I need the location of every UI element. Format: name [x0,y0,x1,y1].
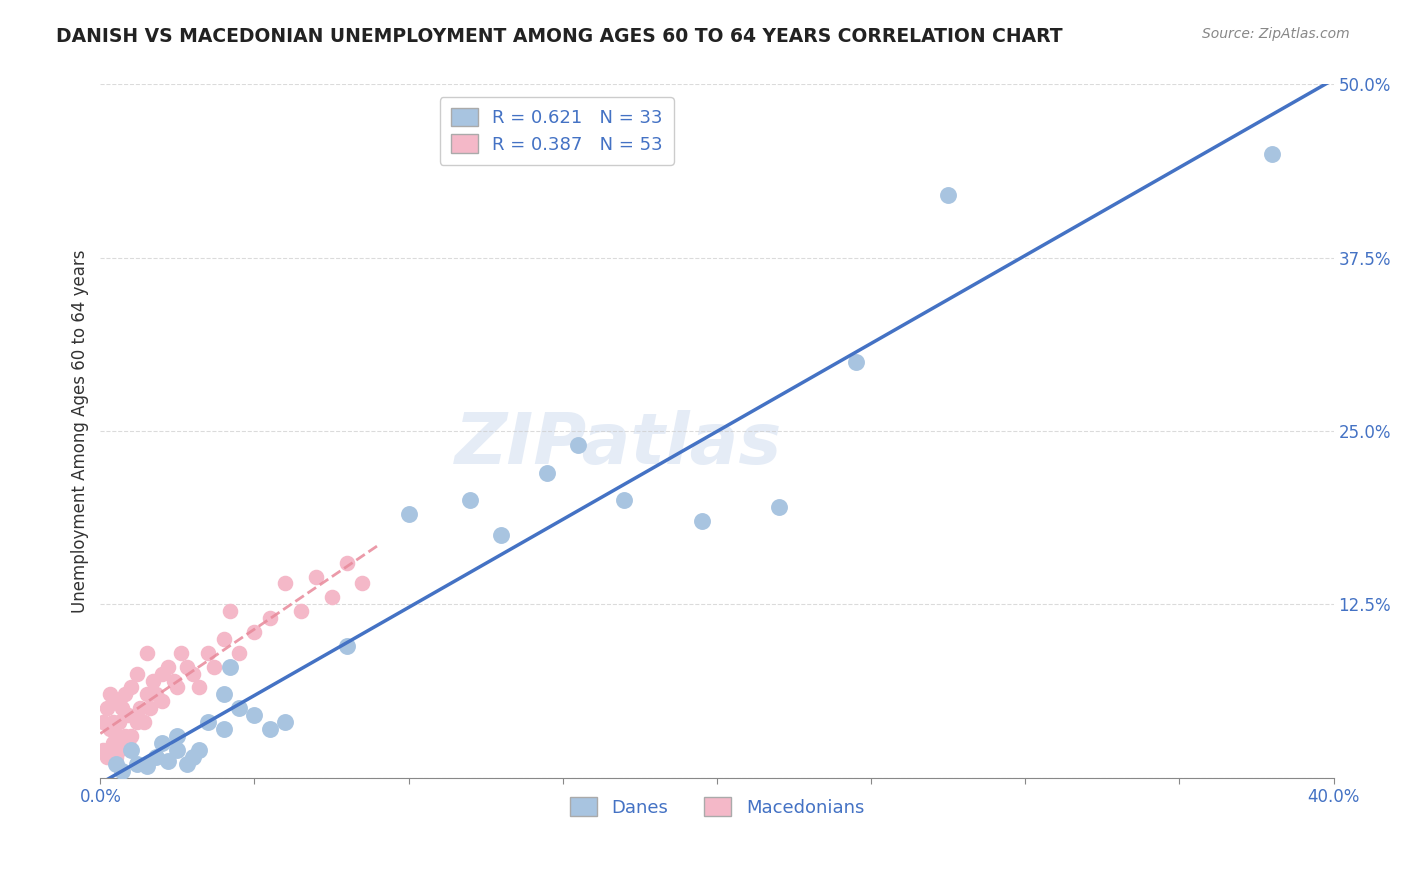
Point [228,646,250,660]
Point [138,701,160,715]
Point [489,528,512,542]
Point [176,756,198,771]
Point [336,639,359,653]
Point [166,743,188,757]
Point [936,188,959,202]
Point [567,438,589,452]
Point [96,749,118,764]
Point [104,729,127,743]
Point [98,722,121,736]
Text: DANISH VS MACEDONIAN UNEMPLOYMENT AMONG AGES 60 TO 64 YEARS CORRELATION CHART: DANISH VS MACEDONIAN UNEMPLOYMENT AMONG … [56,27,1063,45]
Y-axis label: Unemployment Among Ages 60 to 64 years: Unemployment Among Ages 60 to 64 years [72,249,89,613]
Point [204,659,226,673]
Point [101,715,124,730]
Point [96,701,118,715]
Point [243,708,266,723]
Point [398,507,420,521]
Point [114,687,136,701]
Point [321,591,343,605]
Point [104,749,127,764]
Point [117,736,139,750]
Point [218,604,240,618]
Point [212,687,235,701]
Point [108,715,131,730]
Point [93,743,115,757]
Point [93,715,115,730]
Point [150,736,173,750]
Point [352,576,374,591]
Point [197,715,219,730]
Point [166,729,188,743]
Point [101,736,124,750]
Point [104,756,127,771]
Point [157,659,180,673]
Point [274,715,297,730]
Text: Source: ZipAtlas.com: Source: ZipAtlas.com [1202,27,1350,41]
Point [142,673,165,688]
Point [108,743,131,757]
Point [120,729,142,743]
Point [145,687,167,701]
Text: ZIPatlas: ZIPatlas [454,410,782,479]
Point [150,666,173,681]
Point [111,736,134,750]
Point [305,569,328,583]
Point [166,681,188,695]
Point [145,749,167,764]
Point [176,659,198,673]
Point [259,722,281,736]
Point [163,673,186,688]
Point [111,764,134,778]
Point [290,604,312,618]
Point [135,646,157,660]
Point [768,500,790,515]
Point [108,694,131,708]
Point [188,743,211,757]
Point [98,743,121,757]
Point [188,681,211,695]
Point [181,749,204,764]
Point [169,646,191,660]
Point [150,694,173,708]
Point [845,354,868,368]
Legend: Danes, Macedonians: Danes, Macedonians [562,790,872,824]
Point [111,701,134,715]
Point [536,466,558,480]
Point [157,754,180,768]
Point [613,493,636,508]
Point [218,659,240,673]
Point [259,611,281,625]
Point [135,687,157,701]
Point [690,514,713,528]
Point [228,701,250,715]
Point [212,632,235,646]
Point [127,756,149,771]
Point [458,493,481,508]
Point [336,556,359,570]
Point [117,708,139,723]
Point [132,715,155,730]
Point [114,729,136,743]
Point [135,759,157,773]
Point [212,722,235,736]
Point [120,743,142,757]
Point [129,701,152,715]
Point [181,666,204,681]
Point [1261,146,1284,161]
Point [127,666,149,681]
Point [197,646,219,660]
Point [127,715,149,730]
Point [274,576,297,591]
Point [243,625,266,640]
Point [98,687,121,701]
Point [120,681,142,695]
